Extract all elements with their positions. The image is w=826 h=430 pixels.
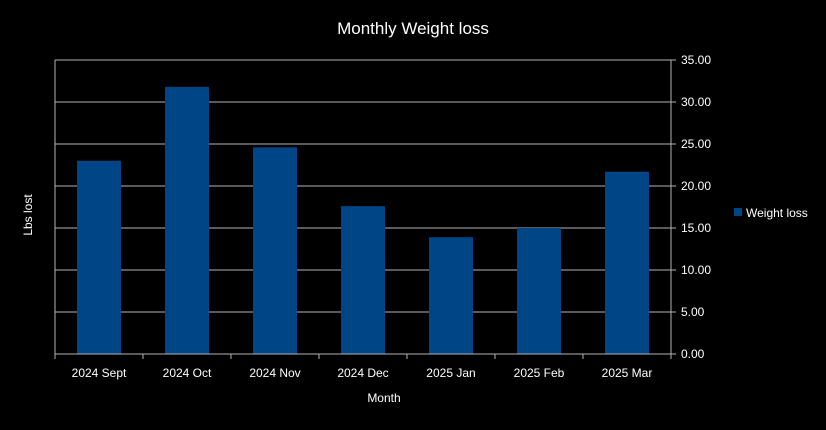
y-tick-label: 5.00	[681, 305, 705, 319]
y-tick-label: 25.00	[681, 137, 711, 151]
bar	[253, 147, 297, 354]
y-tick-label: 30.00	[681, 95, 711, 109]
x-tick-label: 2024 Sept	[72, 366, 127, 380]
bar	[341, 206, 385, 354]
y-tick-label: 35.00	[681, 53, 711, 67]
bar	[429, 237, 473, 354]
x-tick-label: 2025 Feb	[514, 366, 565, 380]
x-tick-label: 2025 Jan	[426, 366, 475, 380]
axes: 0.00 5.00 10.00 15.00 20.00 25.00 30.00 35.00 20…	[54, 53, 711, 380]
bar	[517, 228, 561, 354]
y-tick-label: 10.00	[681, 263, 711, 277]
x-tick-label: 2025 Mar	[602, 366, 653, 380]
legend: Weight loss	[734, 206, 808, 220]
y-axis-title: Lbs lost	[21, 194, 35, 236]
bar	[77, 160, 121, 354]
x-tick-label: 2024 Oct	[163, 366, 212, 380]
x-tick-label: 2024 Nov	[249, 366, 300, 380]
bar	[605, 171, 649, 354]
y-tick-label: 0.00	[681, 347, 705, 361]
y-tick-label: 15.00	[681, 221, 711, 235]
legend-label: Weight loss	[746, 206, 808, 220]
bar	[165, 86, 209, 354]
chart-title: Monthly Weight loss	[337, 19, 489, 38]
x-axis-title: Month	[367, 391, 400, 405]
y-tick-label: 20.00	[681, 179, 711, 193]
bars	[77, 86, 649, 354]
x-tick-label: 2024 Dec	[337, 366, 388, 380]
legend-swatch	[734, 208, 742, 216]
